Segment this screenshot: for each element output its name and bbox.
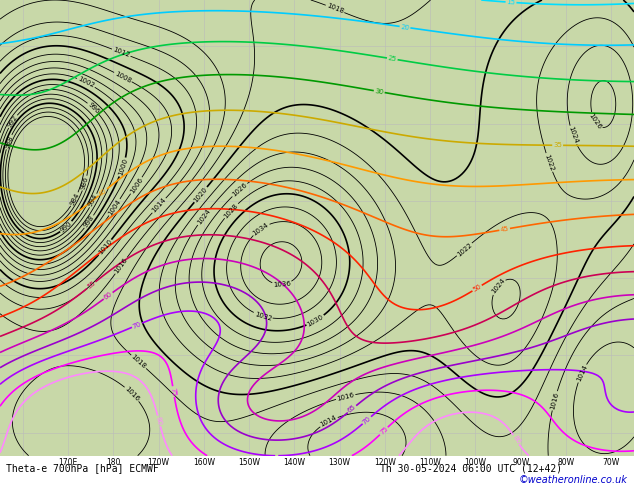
- Text: 55: 55: [86, 280, 96, 290]
- Text: 120W: 120W: [374, 458, 396, 467]
- Text: 70: 70: [361, 415, 372, 425]
- Text: 60: 60: [103, 291, 113, 301]
- Text: 50: 50: [472, 283, 482, 293]
- Text: 1008: 1008: [113, 70, 133, 84]
- Text: 80: 80: [155, 416, 163, 426]
- Text: 25: 25: [387, 55, 397, 63]
- Text: 1016: 1016: [124, 385, 141, 402]
- Text: 110W: 110W: [419, 458, 441, 467]
- Text: 1024: 1024: [196, 208, 211, 226]
- Text: 20: 20: [400, 24, 410, 31]
- Text: 1024: 1024: [567, 126, 579, 145]
- Text: 170W: 170W: [148, 458, 169, 467]
- Text: 1022: 1022: [456, 242, 473, 257]
- Text: 998: 998: [82, 215, 96, 229]
- Text: 170E: 170E: [58, 458, 77, 467]
- Text: 140W: 140W: [283, 458, 306, 467]
- Text: 1020: 1020: [193, 186, 209, 203]
- Text: 30: 30: [374, 88, 384, 96]
- Text: 1010: 1010: [97, 239, 113, 256]
- Text: 986: 986: [80, 176, 90, 191]
- Text: 100W: 100W: [465, 458, 486, 467]
- Text: 1016: 1016: [550, 392, 560, 410]
- Text: Theta-e 700hPa [hPa] ECMWF: Theta-e 700hPa [hPa] ECMWF: [6, 463, 159, 473]
- Text: 1014: 1014: [151, 197, 167, 214]
- Text: 984: 984: [69, 192, 81, 207]
- Text: 1006: 1006: [129, 176, 144, 195]
- Text: 1024: 1024: [490, 277, 506, 295]
- Text: 80: 80: [511, 434, 521, 445]
- Text: 35: 35: [553, 142, 562, 148]
- Text: 1026: 1026: [588, 112, 603, 130]
- Text: 1012: 1012: [112, 47, 131, 59]
- Text: 70: 70: [132, 320, 143, 330]
- Text: 1036: 1036: [273, 281, 291, 288]
- Text: 1034: 1034: [252, 221, 270, 237]
- Text: 1028: 1028: [223, 202, 240, 220]
- Text: 996: 996: [86, 101, 100, 115]
- Text: 1022: 1022: [543, 153, 555, 172]
- Text: 992: 992: [6, 114, 19, 128]
- Text: 990: 990: [59, 220, 73, 233]
- Text: Th 30-05-2024 06:00 UTC (12+42): Th 30-05-2024 06:00 UTC (12+42): [380, 463, 562, 473]
- Text: 150W: 150W: [238, 458, 260, 467]
- Text: 70W: 70W: [603, 458, 620, 467]
- Text: 65: 65: [347, 404, 358, 414]
- Text: 90W: 90W: [512, 458, 529, 467]
- Text: 180: 180: [106, 458, 120, 467]
- Text: 75: 75: [378, 426, 389, 436]
- Text: 75: 75: [170, 387, 178, 396]
- Text: 80W: 80W: [557, 458, 574, 467]
- Text: 160W: 160W: [193, 458, 215, 467]
- Text: 1018: 1018: [130, 354, 147, 370]
- Text: 1026: 1026: [231, 182, 249, 198]
- Text: 1014: 1014: [576, 364, 588, 383]
- Text: 994: 994: [87, 193, 99, 208]
- Text: 15: 15: [507, 0, 515, 5]
- Text: 988: 988: [4, 135, 14, 149]
- Text: 1002: 1002: [77, 76, 96, 89]
- Text: 1016: 1016: [113, 257, 129, 275]
- Text: 1000: 1000: [117, 158, 129, 177]
- Text: 1018: 1018: [325, 3, 344, 15]
- Text: 1004: 1004: [107, 198, 122, 217]
- Text: 1014: 1014: [320, 415, 338, 428]
- Text: 1030: 1030: [306, 314, 325, 328]
- Text: 130W: 130W: [328, 458, 351, 467]
- Text: ©weatheronline.co.uk: ©weatheronline.co.uk: [519, 475, 628, 485]
- Text: 1032: 1032: [254, 311, 273, 321]
- Text: 45: 45: [500, 226, 510, 233]
- Text: 1016: 1016: [336, 392, 355, 402]
- Text: 40: 40: [98, 187, 108, 197]
